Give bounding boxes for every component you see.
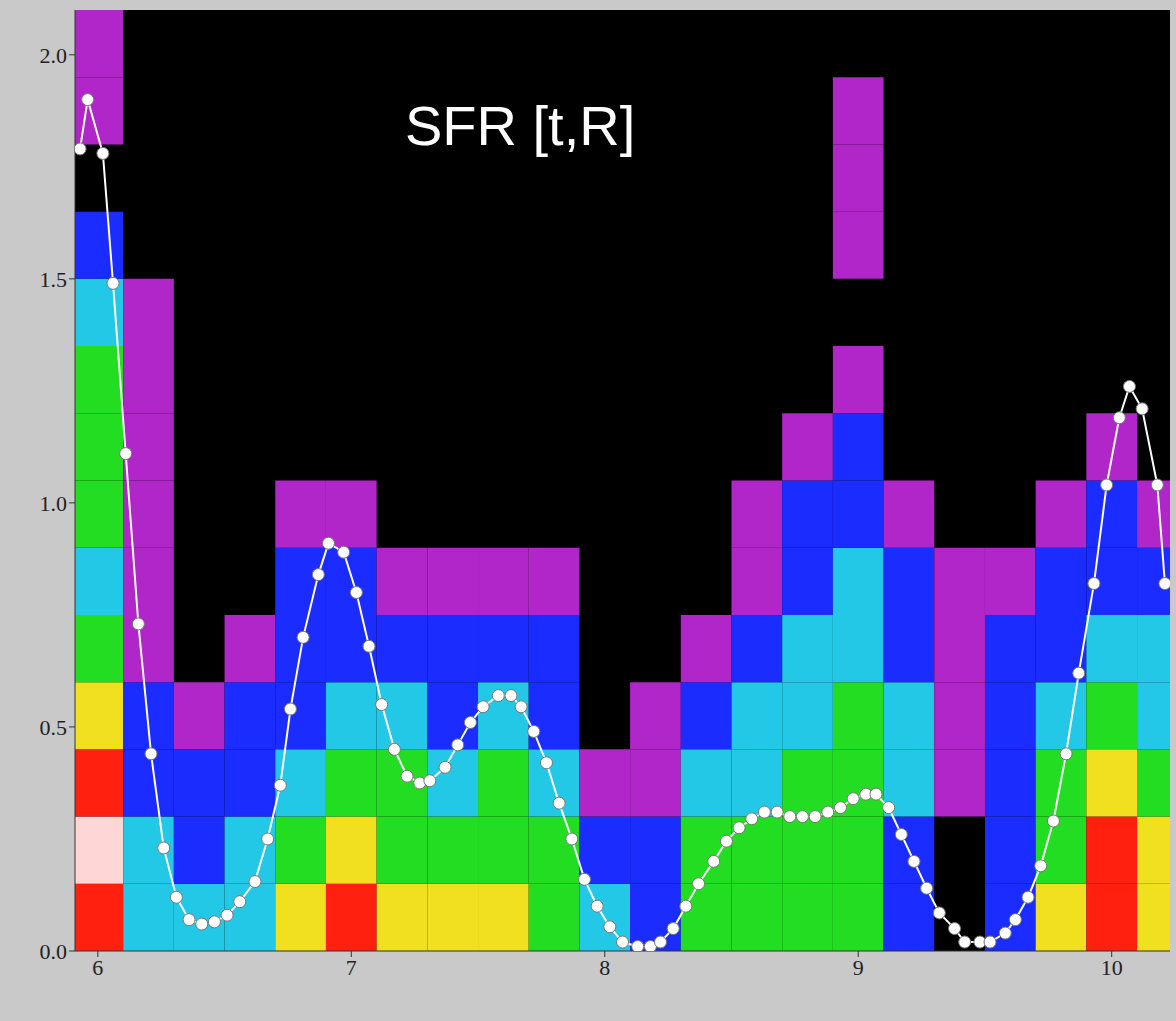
svg-text:1.0: 1.0 <box>40 491 68 516</box>
svg-text:7: 7 <box>346 955 357 980</box>
svg-text:10: 10 <box>1101 955 1123 980</box>
svg-text:9: 9 <box>853 955 864 980</box>
svg-text:0.0: 0.0 <box>40 939 68 964</box>
svg-text:1.5: 1.5 <box>40 267 68 292</box>
html-text:SFR [t,R]: SFR [t,R] <box>405 94 636 157</box>
svg-text:8: 8 <box>599 955 610 980</box>
svg-text:2.0: 2.0 <box>40 43 68 68</box>
svg-text:0.5: 0.5 <box>40 715 68 740</box>
svg-text:6: 6 <box>92 955 103 980</box>
